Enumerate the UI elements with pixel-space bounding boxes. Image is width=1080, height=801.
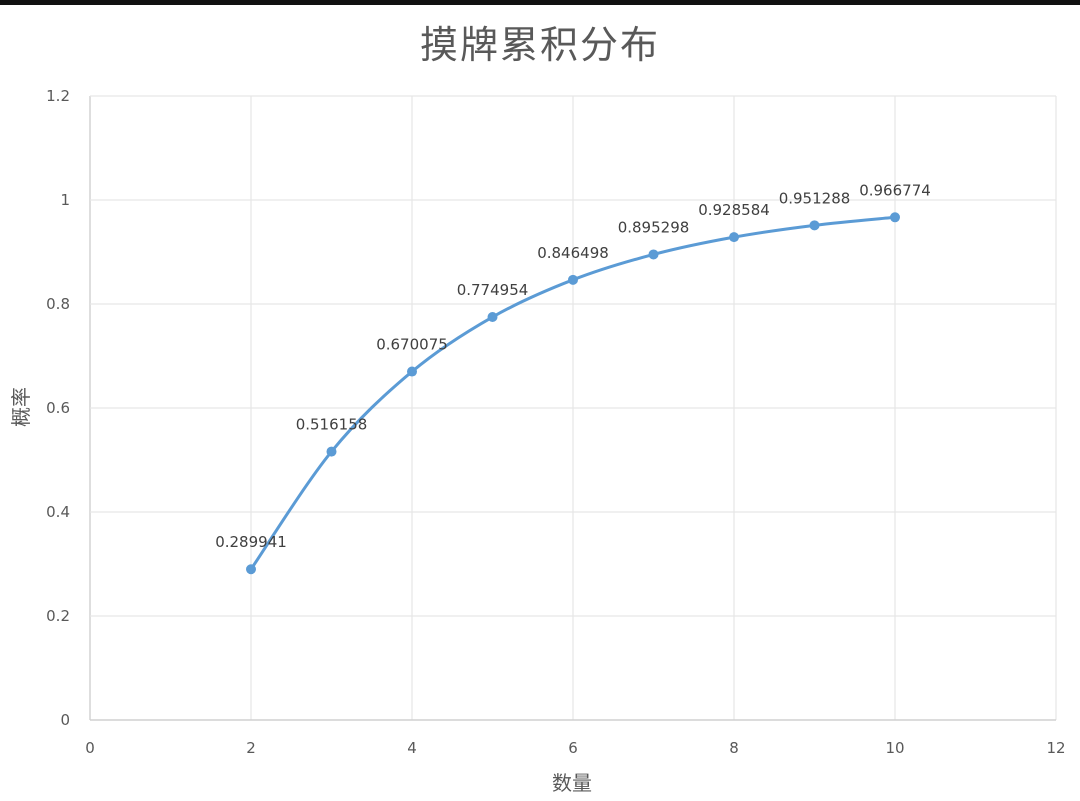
data-label: 0.516158 <box>296 416 368 434</box>
data-label: 0.774954 <box>457 281 529 299</box>
data-label: 0.951288 <box>779 189 851 207</box>
series-layer <box>246 212 900 575</box>
data-point <box>729 232 739 243</box>
data-label: 0.289941 <box>215 533 287 551</box>
data-point <box>407 366 417 377</box>
data-label: 0.966774 <box>859 181 931 199</box>
x-tick-label: 10 <box>885 739 904 757</box>
x-tick-label: 12 <box>1046 739 1065 757</box>
data-label: 0.928584 <box>698 201 770 219</box>
data-label: 0.670075 <box>376 336 448 354</box>
y-tick-label: 0.4 <box>46 503 70 521</box>
data-point <box>246 564 256 575</box>
y-tick-label: 0 <box>60 711 70 729</box>
x-tick-label: 8 <box>729 739 739 757</box>
grid-lines <box>89 95 1057 721</box>
data-label: 0.846498 <box>537 244 609 262</box>
y-tick-label: 0.6 <box>46 399 70 417</box>
data-labels: 0.289941 0.516158 0.670075 0.774954 0.846498… <box>215 181 931 551</box>
data-label: 0.895298 <box>618 218 690 236</box>
chart-title: 摸牌累积分布 <box>419 23 660 67</box>
y-tick-label: 0.8 <box>46 295 70 313</box>
x-tick-label: 0 <box>85 739 95 757</box>
data-point <box>890 212 900 223</box>
x-tick-label: 4 <box>407 739 417 757</box>
data-point <box>326 446 337 457</box>
y-axis-title: 概率 <box>9 387 33 427</box>
data-point <box>648 249 659 260</box>
tick-labels: 0 2 4 6 8 10 12 0 0.2 0.4 0.6 0.8 1 1.2 <box>46 87 1065 757</box>
data-point <box>487 312 498 323</box>
y-tick-label: 1 <box>60 191 70 209</box>
x-tick-label: 2 <box>246 739 256 757</box>
data-point <box>568 274 578 285</box>
y-tick-label: 0.2 <box>46 607 70 625</box>
top-bar <box>0 0 1080 5</box>
data-point <box>809 220 820 231</box>
y-tick-label: 1.2 <box>46 87 70 105</box>
series-line <box>249 215 896 571</box>
x-axis-title: 数量 <box>552 771 592 795</box>
x-tick-label: 6 <box>568 739 578 757</box>
